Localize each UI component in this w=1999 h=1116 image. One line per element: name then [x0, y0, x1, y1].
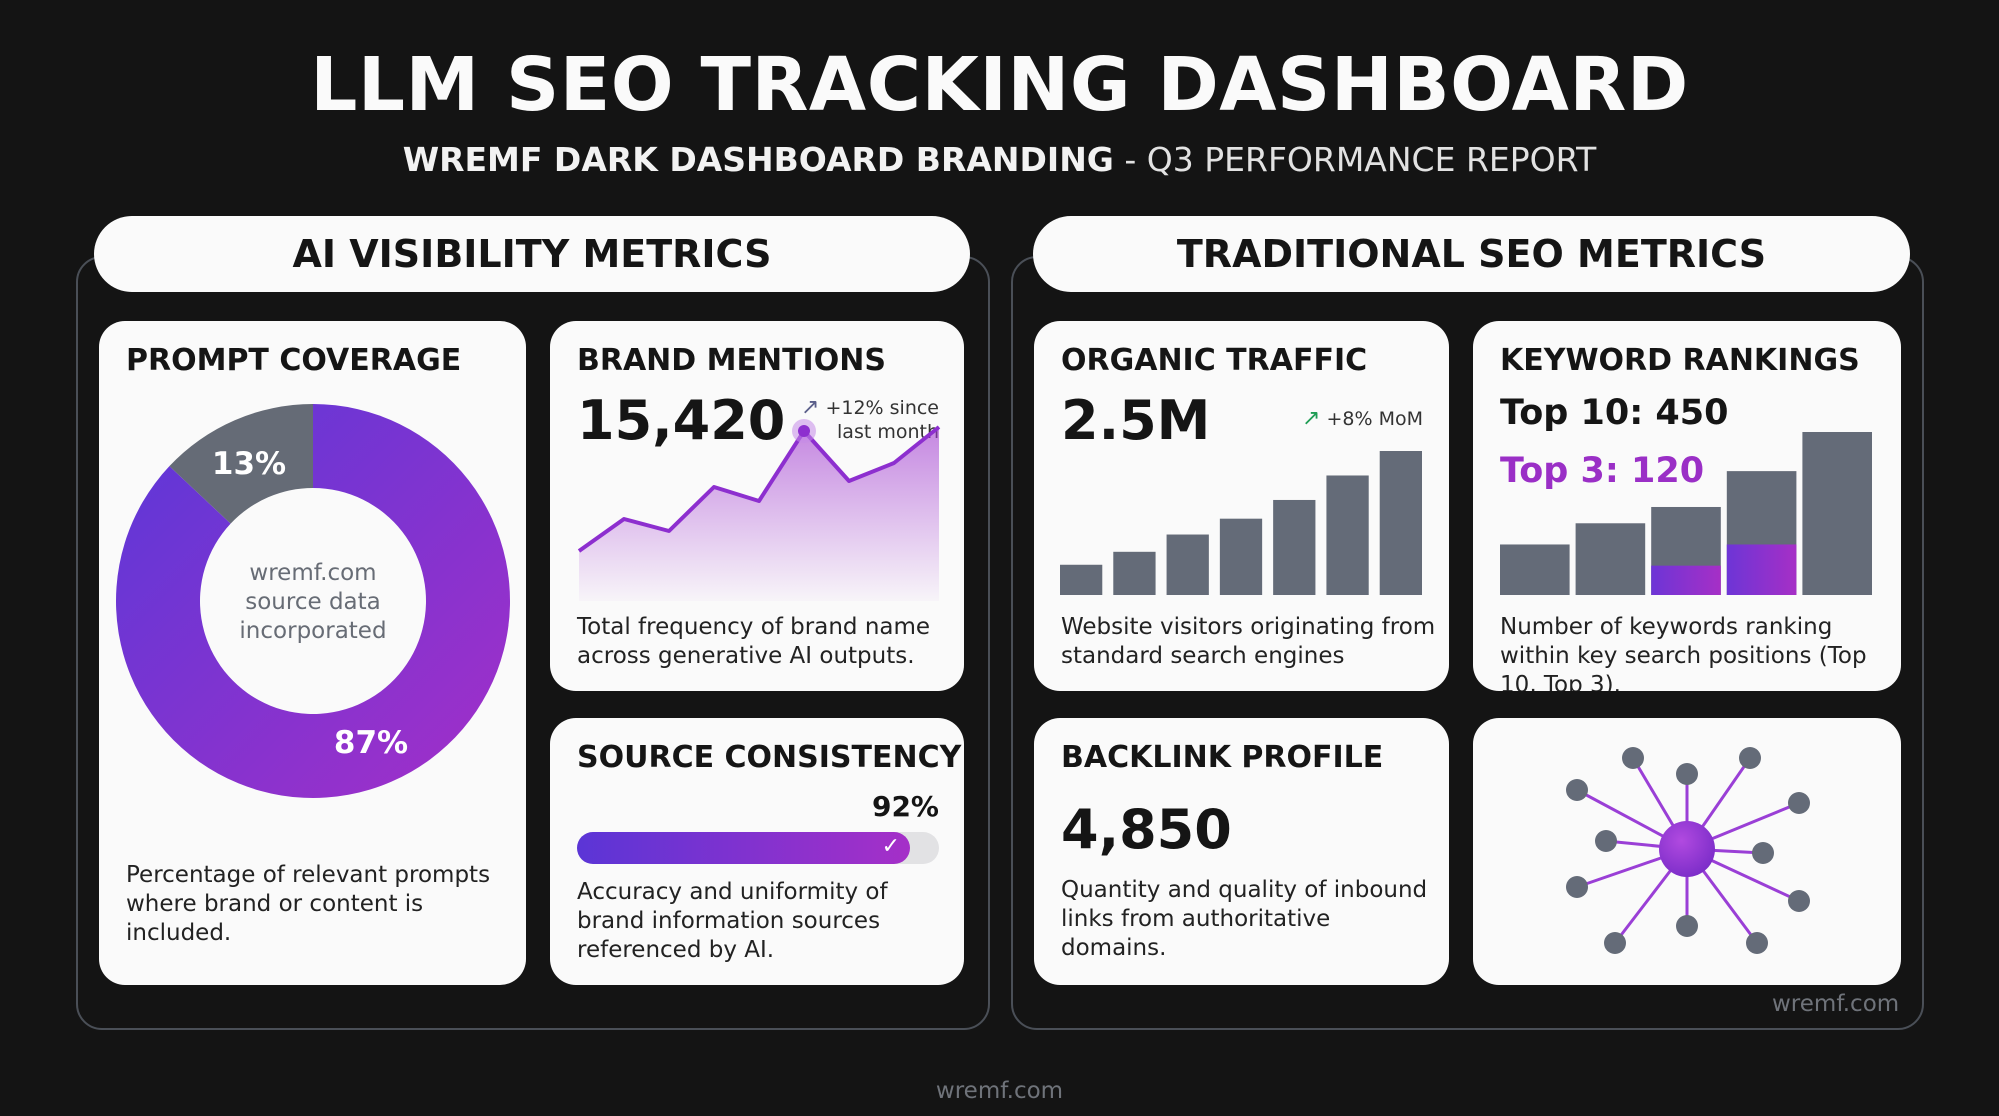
source-consistency-title: SOURCE CONSISTENCY [577, 740, 962, 775]
brand-mentions-title: BRAND MENTIONS [577, 343, 886, 378]
prompt-coverage-title: PROMPT COVERAGE [126, 343, 462, 378]
keyword-rankings-title: KEYWORD RANKINGS [1500, 343, 1860, 378]
prompt-coverage-card[interactable]: PROMPT COVERAGE wremf.com source data in… [99, 321, 526, 985]
backlink-network-card[interactable] [1473, 718, 1901, 985]
check-icon: ✓ [881, 833, 901, 858]
network-node [1595, 830, 1617, 852]
dashboard-subtitle: WREMF DARK DASHBOARD BRANDING - Q3 PERFO… [0, 140, 1999, 179]
subtitle-report: - Q3 PERFORMANCE REPORT [1124, 140, 1597, 179]
network-node [1604, 932, 1626, 954]
prompt-coverage-donut: wremf.com source data incorporated 13% 8… [115, 404, 510, 798]
traffic-bar [1060, 564, 1103, 595]
brand-mentions-card[interactable]: BRAND MENTIONS 15,420 ↗ +12% since last … [550, 321, 964, 691]
traffic-bar [1113, 551, 1156, 595]
network-node [1566, 779, 1588, 801]
keyword-top10-bar [1500, 544, 1570, 595]
network-node [1676, 915, 1698, 937]
keyword-top3-bar [1651, 565, 1721, 595]
trend-up-arrow-icon: ↗ [800, 395, 820, 420]
traffic-bar [1166, 534, 1209, 595]
organic-traffic-card[interactable]: ORGANIC TRAFFIC 2.5M ↗ +8% MoM Website v… [1034, 321, 1449, 691]
brand-mentions-sparkline [577, 419, 941, 601]
keyword-top3-bar [1726, 544, 1797, 595]
donut-slice-included [115, 404, 510, 798]
brand-mentions-trend-line1: +12% since [825, 397, 939, 419]
organic-traffic-bar-chart [1060, 451, 1422, 595]
source-consistency-description: Accuracy and uniformity of brand informa… [577, 879, 888, 963]
network-node [1739, 747, 1761, 769]
traffic-bar [1219, 518, 1263, 595]
ai-visibility-heading: AI VISIBILITY METRICS [94, 216, 970, 292]
keyword-top10-bar [1802, 432, 1872, 595]
backlink-network-icon [1566, 747, 1810, 954]
organic-traffic-description: Website visitors originating from standa… [1061, 614, 1436, 669]
traffic-bar [1273, 499, 1316, 595]
network-node [1566, 876, 1588, 898]
brand-mentions-trend: ↗ +12% since last month [801, 396, 939, 444]
organic-traffic-value: 2.5M [1061, 389, 1211, 452]
donut-label-included: 87% [334, 725, 408, 761]
keyword-top3-label: Top 3: 120 [1500, 451, 1705, 491]
sparkline-area [579, 427, 939, 601]
source-consistency-fill: ✓ [577, 832, 911, 864]
source-consistency-card[interactable]: SOURCE CONSISTENCY 92% ✓ Accuracy and un… [550, 718, 964, 985]
keyword-top10-bar [1575, 523, 1646, 595]
source-consistency-track: ✓ [577, 832, 939, 864]
sparkline-peak-point [798, 425, 810, 437]
network-node [1788, 890, 1810, 912]
brand-mentions-trend-line2: last month [837, 421, 939, 443]
donut-center-line2: source data [245, 589, 381, 615]
donut-label-not-included: 13% [212, 446, 286, 482]
traffic-bar [1379, 451, 1422, 595]
footer-watermark: wremf.com [935, 1078, 1064, 1104]
donut-center-line1: wremf.com [249, 560, 376, 586]
keyword-top10-label: Top 10: 450 [1500, 393, 1729, 433]
traditional-seo-heading: TRADITIONAL SEO METRICS [1033, 216, 1910, 292]
backlink-profile-value: 4,850 [1061, 798, 1232, 861]
trend-up-arrow-icon: ↗ [1302, 406, 1321, 431]
backlink-profile-description: Quantity and quality of inbound links fr… [1061, 877, 1428, 961]
network-node [1746, 932, 1768, 954]
dashboard-title: LLM SEO TRACKING DASHBOARD [310, 42, 1689, 128]
organic-traffic-trend: ↗ +8% MoM [1302, 407, 1423, 431]
network-node [1676, 763, 1698, 785]
sparkline-line [577, 425, 941, 553]
keyword-rankings-description: Number of keywords ranking within key se… [1500, 614, 1867, 691]
brand-mentions-value: 15,420 [577, 389, 786, 452]
source-consistency-value: 92% [871, 790, 939, 823]
network-hub [1659, 821, 1715, 877]
network-node [1788, 792, 1810, 814]
organic-traffic-trend-label: +8% MoM [1326, 408, 1423, 430]
brand-mentions-description: Total frequency of brand name across gen… [577, 614, 931, 669]
donut-slice-not-included [169, 404, 313, 524]
subtitle-branding: WREMF DARK DASHBOARD BRANDING [402, 140, 1114, 179]
network-node [1622, 747, 1644, 769]
backlink-profile-card[interactable]: BACKLINK PROFILE 4,850 Quantity and qual… [1034, 718, 1449, 985]
backlink-profile-title: BACKLINK PROFILE [1061, 740, 1384, 775]
panel-watermark: wremf.com [1772, 991, 1900, 1017]
organic-traffic-title: ORGANIC TRAFFIC [1061, 343, 1368, 378]
donut-center-line3: incorporated [239, 618, 386, 644]
prompt-coverage-description: Percentage of relevant prompts where bra… [126, 862, 491, 946]
traffic-bar [1326, 475, 1369, 595]
keyword-rankings-bar-chart [1500, 432, 1872, 595]
network-node [1752, 842, 1774, 864]
keyword-rankings-card[interactable]: KEYWORD RANKINGS Top 10: 450 Top 3: 120 … [1473, 321, 1901, 691]
